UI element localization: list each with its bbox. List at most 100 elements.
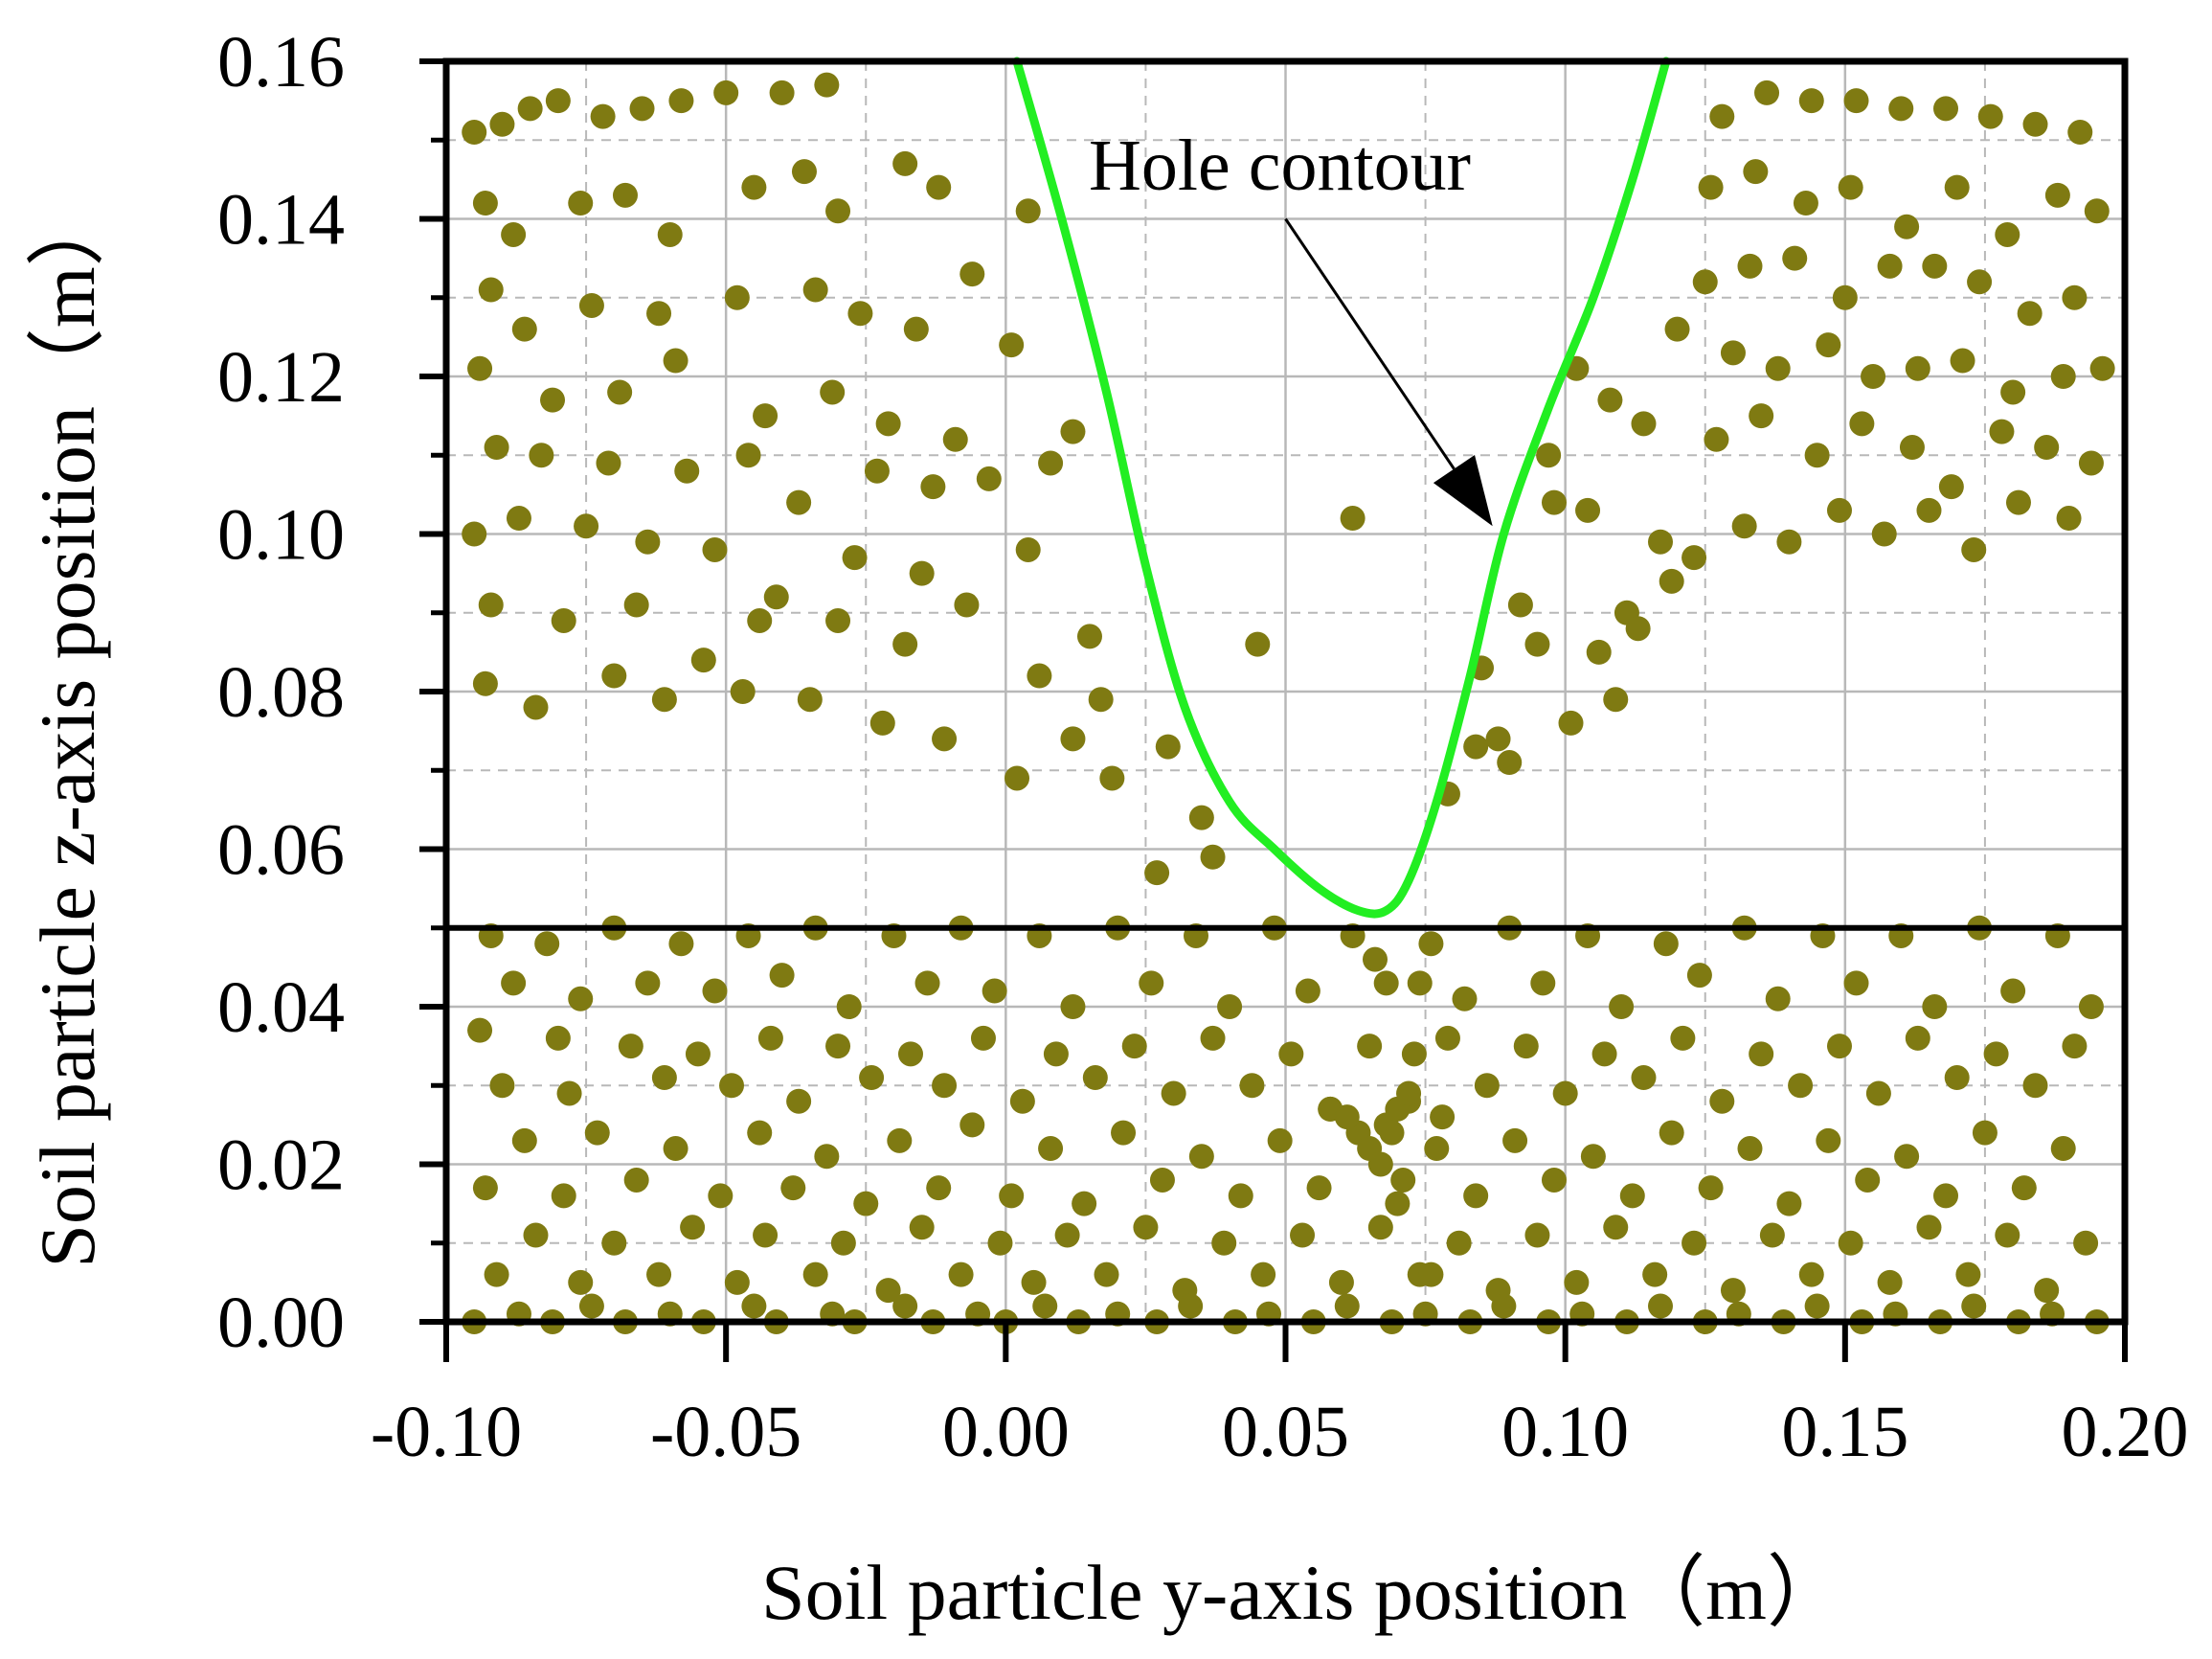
soil-particle-point <box>1357 1034 1383 1059</box>
soil-particle-point <box>478 592 504 618</box>
x-axis-title: Soil particle y-axis position（m） <box>761 1549 1845 1636</box>
soil-particle-point <box>875 411 901 437</box>
soil-particle-point <box>618 1034 643 1059</box>
soil-particle-point <box>976 466 1002 491</box>
soil-particle-point <box>517 96 543 122</box>
soil-particle-point <box>1407 970 1433 996</box>
soil-particle-point <box>612 182 638 208</box>
soil-particle-point <box>1591 1041 1617 1067</box>
soil-particle-point <box>999 1183 1025 1209</box>
soil-particle-point <box>657 221 683 247</box>
soil-particle-point <box>830 1230 856 1256</box>
x-tick-label: -0.05 <box>650 1392 801 1472</box>
soil-particle-point <box>1580 1144 1606 1170</box>
soil-particle-point <box>1161 1080 1186 1106</box>
soil-particle-point <box>948 1261 974 1287</box>
soil-particle-point <box>545 88 571 114</box>
soil-particle-point <box>1541 1167 1567 1193</box>
soil-particle-point <box>2000 978 2026 1004</box>
soil-particle-point <box>2050 1136 2076 1162</box>
soil-particle-point <box>1340 506 1366 532</box>
soil-particle-point <box>668 931 694 957</box>
soil-particle-point <box>1749 1041 1774 1067</box>
soil-particle-point <box>1188 1144 1214 1170</box>
soil-particle-point <box>2067 120 2093 146</box>
soil-particle-point <box>1664 316 1690 342</box>
soil-particle-point <box>724 284 750 310</box>
soil-particle-point <box>484 1261 509 1287</box>
soil-particle-point <box>1933 96 1959 122</box>
soil-particle-point <box>2005 489 2031 515</box>
soil-particle-point <box>462 120 487 146</box>
soil-particle-point <box>1430 1104 1456 1130</box>
soil-particle-point <box>601 663 627 689</box>
soil-particle-point <box>1004 765 1030 791</box>
soil-particle-point <box>909 560 935 586</box>
soil-particle-point <box>1698 174 1724 200</box>
soil-particle-point <box>1692 269 1718 295</box>
hole-contour-line <box>1012 57 1671 919</box>
soil-particle-point <box>1642 1261 1668 1287</box>
soil-particle-point <box>511 1127 537 1153</box>
soil-particle-point <box>1961 1293 1987 1319</box>
soil-particle-point <box>2073 1230 2099 1256</box>
soil-particle-point <box>892 150 918 176</box>
soil-particle-point <box>1021 1269 1047 1295</box>
soil-particle-point <box>2022 111 2048 137</box>
soil-particle-point <box>1552 1080 1578 1106</box>
soil-particle-point <box>786 489 812 515</box>
soil-particle-point <box>942 426 968 452</box>
soil-particle-point <box>836 994 862 1019</box>
soil-particle-point <box>1385 1191 1411 1216</box>
soil-particle-point <box>623 592 649 618</box>
soil-particle-point <box>1290 1222 1316 1248</box>
soil-particle-point <box>1754 80 1780 105</box>
soil-particle-point <box>1178 1293 1204 1319</box>
soil-particle-point <box>484 435 509 461</box>
soil-particle-point <box>1648 529 1674 555</box>
soil-particle-point <box>1709 1088 1735 1114</box>
soil-particle-point <box>1328 1269 1354 1295</box>
soil-particle-point <box>1938 474 1964 500</box>
soil-particle-point <box>1967 269 1993 295</box>
soil-particle-point <box>769 963 795 989</box>
soil-particle-point <box>814 1144 840 1170</box>
soil-particle-point <box>1524 1222 1550 1248</box>
soil-particle-point <box>1111 1120 1137 1146</box>
soil-particle-point <box>2011 1175 2037 1201</box>
soil-particle-point <box>1944 174 1970 200</box>
x-tick-label: 0.10 <box>1501 1392 1629 1472</box>
soil-particle-point <box>1088 687 1114 713</box>
soil-particle-point <box>1653 931 1679 957</box>
soil-particle-point <box>954 592 980 618</box>
soil-particle-point <box>1816 1127 1841 1153</box>
soil-particle-point <box>1995 1222 2020 1248</box>
soil-particle-point <box>825 607 851 633</box>
soil-particle-point <box>1682 1230 1707 1256</box>
soil-particle-point <box>1424 1136 1450 1162</box>
soil-particle-point <box>1631 1065 1657 1091</box>
soil-particle-point <box>999 332 1025 358</box>
soil-particle-point <box>1826 1034 1852 1059</box>
soil-particle-point <box>825 1034 851 1059</box>
soil-particle-point <box>1922 994 1948 1019</box>
soil-particle-point <box>607 379 633 405</box>
soil-particle-point <box>635 970 661 996</box>
soil-particle-point <box>1239 1073 1265 1099</box>
soil-particle-point <box>1625 616 1651 642</box>
annotation-arrowhead <box>1433 455 1493 527</box>
soil-particle-point <box>853 1191 879 1216</box>
soil-particle-point <box>1541 489 1567 515</box>
y-tick-label: 0.12 <box>217 337 345 418</box>
x-tick-label: 0.20 <box>2062 1392 2189 1472</box>
soil-particle-point <box>545 1025 571 1051</box>
soil-particle-point <box>2089 355 2115 381</box>
soil-particle-point <box>1788 1073 1814 1099</box>
soil-particle-point <box>1798 88 1824 114</box>
soil-particle-point <box>1367 1151 1393 1177</box>
soil-particle-point <box>1720 1278 1746 1304</box>
soil-particle-point <box>472 1175 498 1201</box>
soil-particle-point <box>859 1065 885 1091</box>
soil-particle-point <box>842 545 868 571</box>
y-tick-label: 0.02 <box>217 1125 345 1206</box>
